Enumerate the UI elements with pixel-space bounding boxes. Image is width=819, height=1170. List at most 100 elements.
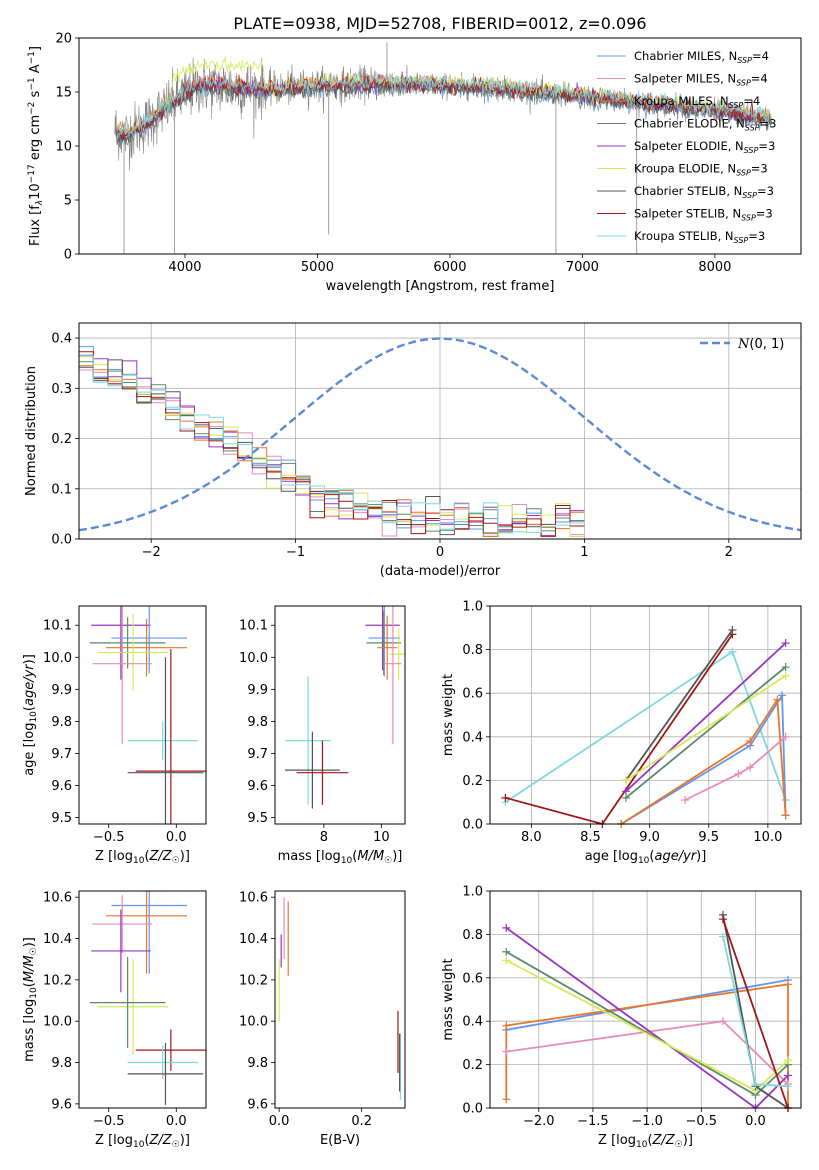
x-tick-label: 6000 (433, 260, 466, 275)
weight-marker-ce (502, 947, 511, 956)
weight-marker-km (781, 811, 790, 820)
x-tick-label: −1.0 (631, 1114, 663, 1129)
axes-frame (274, 890, 406, 1109)
y-tick-label: 10.4 (239, 932, 268, 947)
weight-line-ss (722, 918, 789, 1109)
y-tick-label: 10.1 (43, 619, 72, 634)
weight-marker-ks (718, 932, 727, 941)
weight-line-cs (625, 629, 734, 781)
y-tick-label: 0.6 (462, 687, 483, 702)
x-tick-label: 0.2 (351, 1114, 372, 1129)
errorbars (89, 891, 206, 1105)
y-tick-label: 20 (55, 32, 72, 47)
y-tick-label: 0.2 (462, 774, 483, 789)
x-tick-label: 5000 (301, 260, 334, 275)
axes-frame (78, 605, 207, 825)
axes-frame (78, 890, 207, 1109)
x-tick-label: 2 (725, 545, 733, 560)
y-tick-label: 10.0 (43, 651, 72, 666)
weight-marker-ks (728, 647, 737, 656)
y-tick-label: 10.2 (43, 973, 72, 988)
weight-marker-ss (501, 793, 510, 802)
legend-label-ce: Chabrier ELODIE, NSSP=3 (634, 117, 776, 133)
y-tick-label: 0.2 (462, 1058, 483, 1073)
weight-marker-ke (783, 1056, 792, 1065)
x-tick-label: 8000 (698, 260, 731, 275)
y-tick-label: 0 (64, 248, 72, 263)
y-tick-label: 9.9 (247, 683, 268, 698)
mass-vs-metallicity-panel: −0.5 0.0 9.6 9.8 10.0 10.2 10.4 10.6 Z [log10(Z/… (22, 890, 207, 1150)
y-tick-label: 1.0 (462, 600, 483, 615)
x-tick-label: 0 (436, 545, 444, 560)
x-tick-label: 4000 (168, 260, 201, 275)
y-tick-label: 9.6 (51, 779, 72, 794)
weight-marker-km (502, 1095, 511, 1104)
histogram-ss (79, 348, 585, 537)
histograms (79, 337, 801, 537)
y-axis-label: mass [log10(M/M☉)] (22, 937, 39, 1062)
weight-marker-sm (734, 769, 743, 778)
y-tick-label: 10.2 (239, 973, 268, 988)
weight-line-ke (625, 675, 787, 782)
histogram-km (79, 340, 585, 537)
y-tick-label: 9.8 (247, 715, 268, 730)
age-vs-mass-panel: 8 10 9.5 9.6 9.7 9.8 9.9 10.0 10.1 mass [log10(M/… (239, 605, 406, 866)
x-tick-label: 8.5 (580, 830, 601, 845)
y-tick-label: 0.1 (51, 482, 72, 497)
weight-marker-se (502, 923, 511, 932)
x-axis-label: Z [log10(Z/Z☉)] (598, 1133, 693, 1150)
y-tick-label: 9.7 (51, 747, 72, 762)
y-axis-label: mass weight (441, 958, 456, 1040)
x-tick-label: 0.0 (745, 1114, 766, 1129)
x-tick-label: −2 (142, 545, 161, 560)
x-tick-label: −0.5 (93, 830, 125, 845)
x-axis-label: age [log10(age/yr)] (585, 849, 707, 866)
x-tick-label: 8 (320, 830, 328, 845)
axes-frame (274, 605, 406, 825)
y-tick-label: 9.8 (247, 1056, 268, 1071)
y-axis-label: age [log10(age/yr)] (22, 654, 39, 776)
y-tick-label: 10.0 (239, 651, 268, 666)
weight-line-sm (684, 736, 787, 801)
legend-label-km: Kroupa MILES, NSSP=4 (634, 94, 760, 110)
y-tick-label: 0.8 (462, 928, 483, 943)
legend-label-sm: Salpeter MILES, NSSP=4 (634, 72, 768, 88)
y-tick-label: 0.4 (462, 1015, 483, 1030)
x-tick-label: 10.0 (753, 830, 782, 845)
weight-line-ss (505, 633, 734, 826)
weight-line-ks (504, 650, 787, 803)
legend-label-ks: Kroupa STELIB, NSSP=3 (634, 229, 765, 245)
x-axis-label: mass [log10(M/M☉)] (278, 849, 403, 866)
y-tick-label: 0.8 (462, 643, 483, 658)
normal-curve (79, 337, 801, 532)
weight-marker-cs (728, 625, 737, 634)
y-tick-label: 9.6 (247, 1097, 268, 1112)
x-tick-label: 0.0 (269, 1114, 290, 1129)
x-tick-label: 8.0 (521, 830, 542, 845)
weight-marker-ss (718, 915, 727, 924)
x-axis-label: Z [log10(Z/Z☉)] (95, 849, 190, 866)
legend-label-ke: Kroupa ELODIE, NSSP=3 (634, 162, 768, 178)
x-tick-label: 0.0 (166, 1114, 187, 1129)
y-tick-label: 9.7 (247, 747, 268, 762)
y-tick-label: 0.2 (51, 432, 72, 447)
y-tick-label: 0.0 (462, 818, 483, 833)
legend-label-ss: Salpeter STELIB, NSSP=3 (634, 207, 773, 223)
y-tick-label: 0.4 (462, 730, 483, 745)
weight-marker-ke (781, 671, 790, 680)
mass-vs-ebv-panel: 0.0 0.2 9.6 9.8 10.0 10.2 10.4 10.6 E(B-V) (239, 890, 406, 1148)
legend-label-cm: Chabrier MILES, NSSP=4 (634, 49, 769, 65)
legend-label-cs: Chabrier STELIB, NSSP=3 (634, 184, 774, 200)
weight-marker-sm (502, 1047, 511, 1056)
weight-marker-ke (502, 956, 511, 965)
y-tick-label: 9.8 (51, 1056, 72, 1071)
y-tick-label: 9.5 (51, 811, 72, 826)
weight-marker-ks (783, 1082, 792, 1091)
x-tick-label: 7000 (566, 260, 599, 275)
weight-marker-ce (621, 793, 630, 802)
weight-line-cm (620, 692, 787, 825)
y-tick-label: 0.6 (462, 971, 483, 986)
x-tick-label: 9.5 (698, 830, 719, 845)
y-tick-label: 10 (55, 140, 72, 155)
x-tick-label: −0.5 (93, 1114, 125, 1129)
